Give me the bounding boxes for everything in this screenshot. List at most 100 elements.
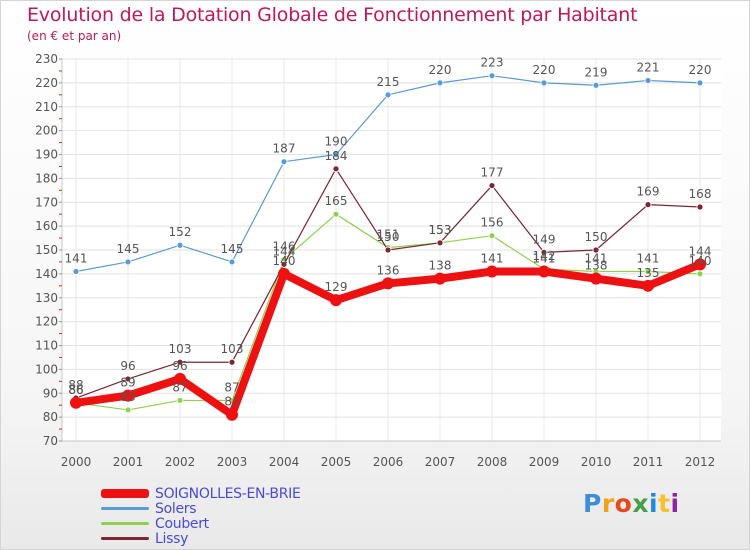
legend-item-coubert[interactable]: Coubert bbox=[101, 515, 301, 532]
x-tick-label: 2005 bbox=[321, 455, 352, 469]
x-tick-label: 2001 bbox=[113, 455, 144, 469]
data-label: 165 bbox=[325, 194, 348, 208]
chart-subtitle: (en € et par an) bbox=[27, 29, 122, 43]
data-label: 144 bbox=[689, 244, 712, 258]
proxiti-logo: Proxiti bbox=[583, 489, 680, 518]
data-label: 140 bbox=[273, 254, 296, 268]
data-label: 83 bbox=[120, 390, 135, 404]
data-point bbox=[488, 182, 496, 189]
data-label: 152 bbox=[169, 225, 192, 239]
data-point bbox=[176, 397, 184, 404]
data-label: 86 bbox=[68, 383, 83, 397]
data-label: 96 bbox=[172, 359, 187, 373]
data-point bbox=[644, 268, 652, 275]
y-tick-label: 140 bbox=[35, 267, 58, 281]
series-group bbox=[70, 72, 706, 421]
data-point bbox=[70, 396, 82, 409]
y-tick-label: 90 bbox=[43, 386, 58, 400]
data-point bbox=[124, 258, 132, 266]
data-point bbox=[592, 246, 600, 254]
data-point bbox=[434, 272, 446, 285]
data-point bbox=[696, 203, 704, 211]
data-point bbox=[176, 241, 184, 249]
x-tick-label: 2003 bbox=[217, 455, 248, 469]
grid-lines bbox=[62, 58, 721, 442]
data-label: 215 bbox=[377, 75, 400, 89]
y-tick-label: 120 bbox=[35, 315, 58, 329]
data-label: 146 bbox=[273, 240, 296, 254]
logo-letter: x bbox=[632, 489, 649, 518]
data-point bbox=[540, 248, 548, 256]
data-point bbox=[592, 81, 600, 89]
data-label: 138 bbox=[585, 259, 608, 273]
logo-letter: i bbox=[649, 489, 659, 518]
legend-swatch bbox=[101, 537, 149, 540]
legend-swatch bbox=[101, 522, 149, 525]
data-label: 129 bbox=[325, 280, 348, 294]
x-tick-label: 2000 bbox=[61, 455, 92, 469]
data-label: 177 bbox=[481, 166, 504, 180]
data-point bbox=[642, 279, 654, 292]
data-label: 219 bbox=[585, 65, 608, 79]
legend-swatch bbox=[101, 489, 149, 498]
y-tick-label: 150 bbox=[35, 243, 58, 257]
logo-letter: i bbox=[670, 489, 680, 518]
data-label: 86 bbox=[68, 383, 83, 397]
legend-swatch bbox=[101, 507, 149, 510]
data-point bbox=[644, 77, 652, 84]
data-label: 187 bbox=[273, 142, 296, 156]
data-label: 103 bbox=[169, 342, 192, 356]
data-label: 150 bbox=[377, 230, 400, 244]
y-tick-label: 180 bbox=[35, 171, 58, 185]
x-tick-label: 2010 bbox=[581, 455, 612, 469]
data-label: 169 bbox=[637, 185, 660, 199]
data-labels: 141 145 152 145 187 190 215 220 223 220 219 221 220 8… bbox=[65, 56, 712, 409]
data-label: 87 bbox=[224, 380, 239, 394]
data-label: 140 bbox=[689, 254, 712, 268]
x-tick-label: 2002 bbox=[165, 455, 196, 469]
x-tick-label: 2007 bbox=[425, 455, 456, 469]
data-point bbox=[124, 375, 132, 383]
data-point bbox=[384, 91, 392, 99]
legend-label: Coubert bbox=[155, 515, 209, 532]
legend-label: Solers bbox=[155, 500, 197, 517]
data-label: 168 bbox=[689, 187, 712, 201]
data-point bbox=[280, 260, 288, 268]
data-point bbox=[538, 265, 550, 278]
data-label: 220 bbox=[429, 63, 452, 77]
legend-item-soignolles[interactable]: SOIGNOLLES-EN-BRIE bbox=[101, 486, 301, 502]
data-point bbox=[330, 294, 342, 307]
data-point bbox=[696, 79, 704, 87]
data-point bbox=[696, 270, 704, 278]
data-point bbox=[384, 246, 392, 254]
data-point bbox=[332, 151, 340, 158]
data-label: 184 bbox=[325, 149, 348, 163]
data-point bbox=[436, 239, 444, 247]
data-label: 136 bbox=[377, 263, 400, 277]
data-label: 221 bbox=[637, 60, 660, 74]
data-point bbox=[488, 72, 496, 80]
data-label: 149 bbox=[533, 232, 556, 246]
logo-letter: t bbox=[658, 489, 671, 518]
data-point bbox=[436, 79, 444, 87]
legend-label: Lissy bbox=[155, 530, 189, 547]
x-tick-label: 2006 bbox=[373, 455, 404, 469]
data-point bbox=[382, 277, 394, 290]
legend-item-lissy[interactable]: Lissy bbox=[101, 530, 301, 547]
y-tick-label: 190 bbox=[35, 148, 58, 162]
y-tick-label: 230 bbox=[35, 52, 58, 66]
data-point bbox=[226, 408, 238, 421]
y-tick-label: 70 bbox=[43, 434, 58, 448]
data-label: 150 bbox=[585, 230, 608, 244]
data-label: 141 bbox=[533, 251, 556, 265]
legend-item-solers[interactable]: Solers bbox=[101, 500, 301, 517]
data-label: 145 bbox=[117, 242, 140, 256]
y-tick-label: 160 bbox=[35, 219, 58, 233]
y-tick-label: 210 bbox=[35, 100, 58, 114]
logo-letter: o bbox=[614, 489, 633, 518]
data-point bbox=[644, 201, 652, 209]
data-label: 81 bbox=[224, 395, 239, 409]
data-label: 141 bbox=[65, 251, 88, 265]
data-label: 103 bbox=[221, 342, 244, 356]
